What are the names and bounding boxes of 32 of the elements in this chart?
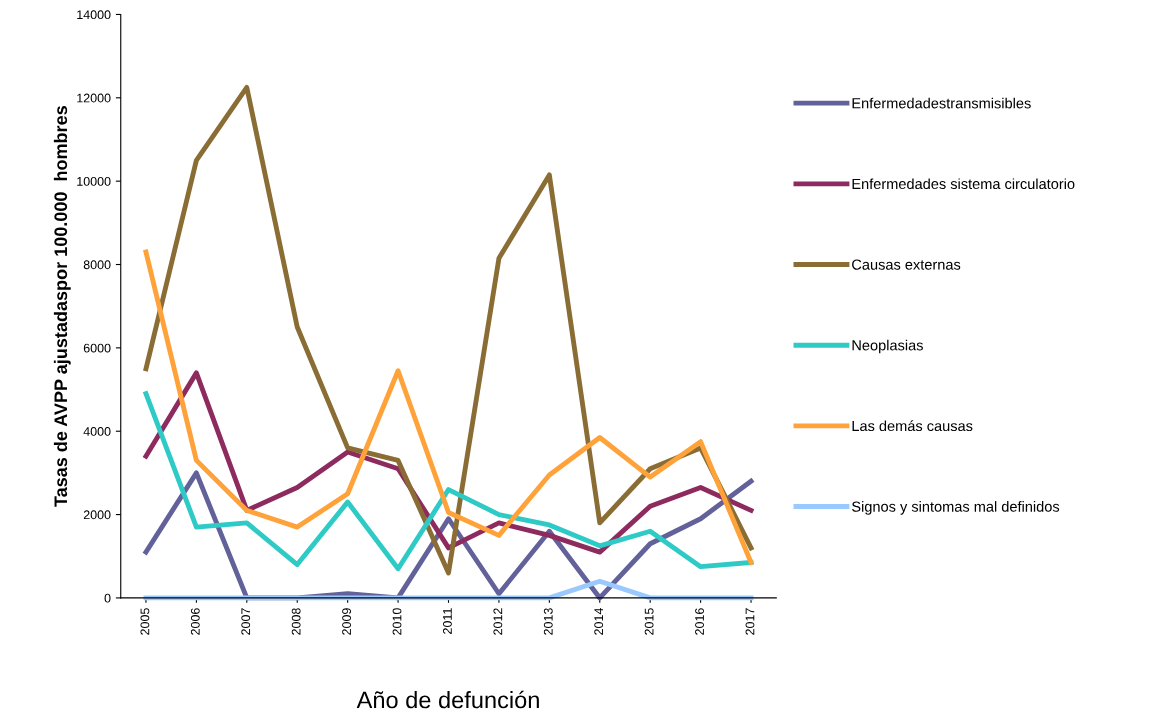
y-tick-label: 10000 [77, 176, 111, 186]
y-tick-label: 4000 [83, 427, 111, 436]
x-tick-label: 2017 [745, 608, 755, 635]
line-series [143, 391, 754, 572]
line-series [143, 84, 754, 576]
line-series [143, 249, 754, 565]
y-tick-label: 12000 [77, 93, 111, 103]
y-tick-label: 8000 [83, 260, 111, 270]
x-tick-label: 2016 [695, 608, 704, 635]
y-tick-label: 14000 [77, 10, 111, 20]
x-tick-label: 2007 [241, 608, 251, 635]
x-tick-label: 2008 [291, 608, 301, 635]
x-tick-label: 2011 [443, 608, 452, 634]
x-tick-label: 2010 [392, 608, 402, 635]
y-axis-title: Tasas de AVPP ajustadaspor 100.000 hombres [53, 106, 71, 507]
x-tick-label: 2009 [342, 608, 352, 635]
y-tick-label: 6000 [83, 343, 111, 353]
y-tick-label: 0 [104, 593, 111, 603]
legend-label: Causas externas [852, 259, 961, 270]
x-tick-label: 2012 [493, 608, 503, 635]
x-tick-label: 2006 [190, 608, 200, 635]
x-tick-label: 2005 [140, 608, 150, 635]
legend-label: Las demás causas [852, 420, 973, 432]
legend-label: Enfermedadestransmisibles [852, 97, 1031, 109]
y-tick-label: 2000 [83, 510, 111, 520]
legend-label: Signos y sintomas mal definidos [852, 501, 1060, 515]
x-tick-label: 2014 [594, 608, 604, 635]
x-tick-label: 2015 [644, 608, 654, 635]
x-tick-label: 2013 [543, 608, 553, 635]
x-axis-title: Año de defunción [356, 690, 539, 709]
legend-label: Enfermedades sistema circulatorio [852, 178, 1075, 190]
legend-label: Neoplasias [852, 339, 923, 354]
